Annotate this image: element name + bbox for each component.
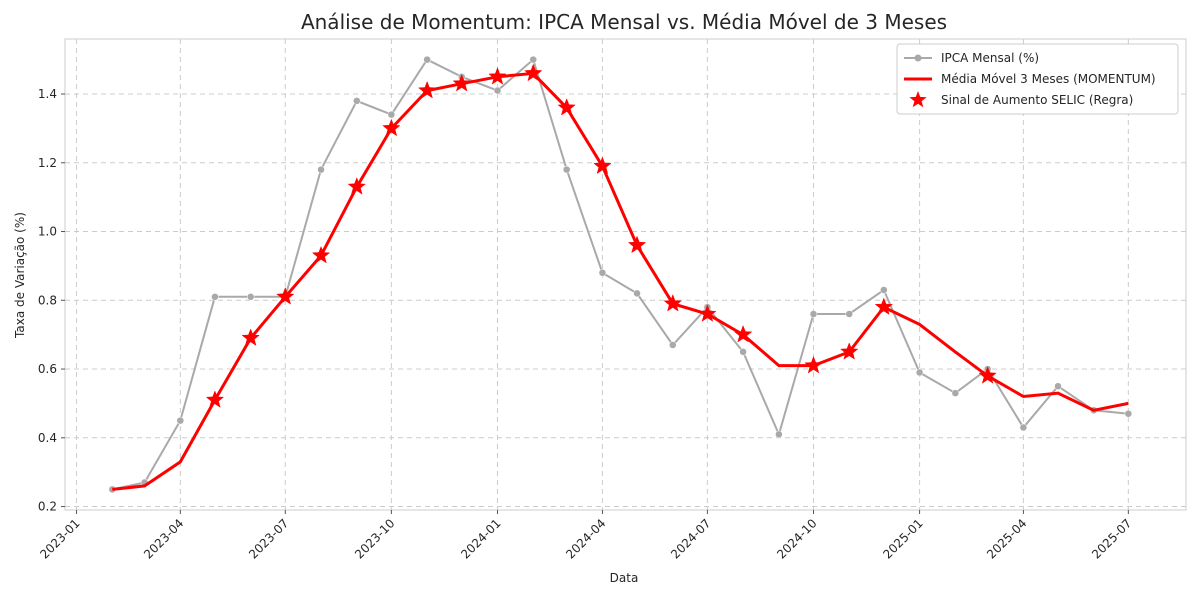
ipca-point	[951, 389, 960, 397]
ipca-point	[915, 368, 924, 377]
legend-label-momentum: Média Móvel 3 Meses (MOMENTUM)	[941, 72, 1156, 86]
x-tick-label: 2023-04	[141, 516, 186, 561]
signal-markers	[205, 63, 997, 408]
signal-star-marker	[452, 73, 471, 92]
ipca-point	[739, 348, 747, 356]
x-tick-label: 2023-10	[352, 516, 397, 561]
legend-marker-ipca	[914, 54, 922, 62]
legend-star-icon	[909, 91, 927, 108]
ipca-point	[529, 55, 537, 64]
x-tick-label: 2023-01	[37, 516, 82, 561]
y-tick-label: 1.4	[38, 87, 57, 101]
x-tick-label: 2024-01	[458, 516, 503, 561]
y-axis-ticks: 0.2 0.4 0.6 0.8 1.0 1.2 1.4	[38, 87, 65, 514]
y-axis-label: Taxa de Variação (%)	[13, 212, 27, 339]
signal-star-marker	[593, 156, 612, 175]
signal-star-marker	[804, 355, 823, 374]
x-tick-label: 2025-01	[880, 516, 925, 561]
series-layer	[108, 55, 1133, 494]
signal-star-marker	[663, 293, 682, 312]
ipca-point	[493, 86, 502, 95]
ipca-point	[633, 289, 641, 298]
signal-star-marker	[698, 304, 717, 322]
ipca-point	[880, 286, 888, 294]
ipca-point	[669, 341, 677, 349]
signal-star-marker	[627, 235, 647, 254]
x-tick-label: 2025-04	[984, 516, 1029, 561]
ipca-point	[211, 293, 219, 301]
momentum-line	[112, 71, 1129, 491]
y-tick-label: 1.2	[38, 156, 57, 170]
legend-label-ipca: IPCA Mensal (%)	[941, 51, 1039, 65]
signal-star-marker	[311, 245, 331, 264]
ipca-point	[1054, 382, 1062, 390]
signal-star-marker	[524, 63, 543, 82]
ipca-point	[598, 269, 607, 277]
chart-title: Análise de Momentum: IPCA Mensal vs. Méd…	[301, 10, 947, 34]
y-tick-label: 1.0	[38, 225, 57, 239]
signal-star-marker	[241, 328, 260, 346]
x-tick-label: 2025-07	[1089, 516, 1134, 561]
legend-box	[896, 43, 1179, 115]
signal-star-marker	[978, 366, 997, 384]
ipca-line	[112, 57, 1129, 491]
ipca-point	[176, 416, 185, 425]
y-tick-label: 0.6	[38, 362, 57, 376]
ipca-point	[845, 310, 853, 318]
plot-area	[64, 38, 1187, 511]
x-tick-label: 2024-07	[668, 516, 713, 561]
y-tick-label: 0.4	[38, 431, 57, 445]
signal-star-marker	[488, 67, 507, 85]
legend-label-signal: Sinal de Aumento SELIC (Regra)	[941, 93, 1133, 107]
ipca-point	[562, 165, 571, 174]
x-axis-ticks: 2023-01 2023-04 2023-07 2023-10 2024-01 2024-…	[37, 510, 1134, 562]
ipca-point	[246, 293, 255, 301]
x-tick-label: 2023-07	[246, 516, 291, 561]
signal-star-marker	[347, 177, 366, 195]
signal-star-marker	[417, 80, 437, 99]
ipca-point	[387, 110, 396, 119]
ipca-point	[775, 430, 783, 439]
x-axis-label: Data	[610, 571, 639, 585]
y-tick-label: 0.2	[38, 500, 57, 514]
ipca-point	[1019, 423, 1028, 432]
signal-star-marker	[276, 287, 295, 305]
ipca-point	[423, 55, 431, 64]
ipca-point	[1124, 409, 1133, 418]
x-tick-label: 2024-04	[563, 516, 608, 561]
signal-star-marker	[557, 98, 576, 116]
signal-star-marker	[874, 297, 894, 315]
signal-star-marker	[840, 342, 859, 360]
x-tick-label: 2024-10	[774, 516, 819, 561]
y-tick-label: 0.8	[38, 293, 57, 307]
signal-star-marker	[205, 390, 225, 408]
ipca-point	[317, 165, 325, 174]
signal-star-marker	[382, 118, 401, 137]
signal-star-marker	[733, 324, 753, 343]
ipca-point	[809, 310, 818, 318]
legend: IPCA Mensal (%) Média Móvel 3 Meses (MOM…	[896, 43, 1179, 115]
ipca-point	[353, 97, 361, 105]
